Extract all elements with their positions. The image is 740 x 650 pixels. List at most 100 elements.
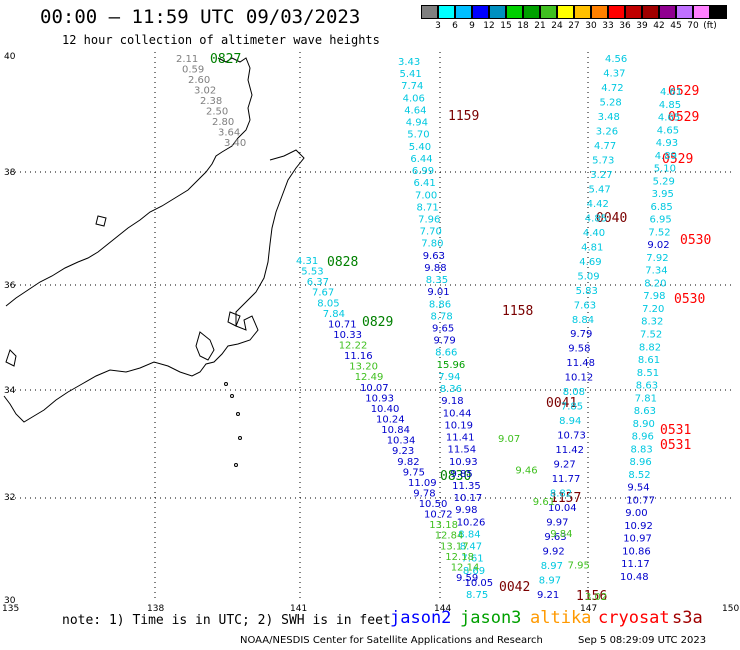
swh-value: 8.96 bbox=[632, 432, 654, 443]
swh-value: 5.83 bbox=[576, 286, 598, 297]
swh-value: 4.89 bbox=[655, 151, 677, 162]
color-scale-swatch bbox=[676, 5, 693, 19]
pass-time-label: 0830 bbox=[440, 469, 471, 484]
color-scale-label: 27 bbox=[568, 21, 580, 31]
swh-value: 4.94 bbox=[406, 118, 428, 129]
swh-value: 8.36 bbox=[440, 384, 462, 395]
swh-value: 7.61 bbox=[461, 554, 483, 565]
swh-value: 12.49 bbox=[355, 372, 384, 383]
swh-value: 3.26 bbox=[596, 126, 618, 137]
swh-value: 6.41 bbox=[414, 178, 436, 189]
swh-value: 10.97 bbox=[623, 534, 652, 545]
latitude-label: 36 bbox=[4, 281, 16, 291]
swh-value: 13.17 bbox=[440, 541, 469, 552]
swh-value: 11.77 bbox=[552, 474, 581, 485]
swh-value: 7.94 bbox=[438, 372, 460, 383]
color-scale-swatch bbox=[540, 5, 557, 19]
swh-value: 7.74 bbox=[401, 81, 423, 92]
swh-value: 11.16 bbox=[344, 351, 373, 362]
swh-value: 10.17 bbox=[454, 493, 483, 504]
swh-value: 4.31 bbox=[296, 256, 318, 267]
swh-value: 7.84 bbox=[323, 309, 345, 320]
pass-time-label: 0828 bbox=[327, 255, 358, 270]
swh-value: 4.56 bbox=[605, 54, 627, 65]
swh-value: 9.02 bbox=[647, 240, 669, 251]
units-note: note: 1) Time is in UTC; 2) SWH is in fe… bbox=[62, 613, 391, 628]
swh-value: 3.64 bbox=[218, 128, 240, 139]
boso-peninsula bbox=[227, 311, 241, 327]
swh-value: 10.72 bbox=[424, 510, 453, 521]
swh-value: 3.02 bbox=[585, 592, 607, 603]
swh-value: 11.35 bbox=[452, 481, 481, 492]
color-scale-label: 21 bbox=[534, 21, 546, 31]
swh-value: 3.02 bbox=[194, 86, 216, 97]
swh-value: 4.65 bbox=[657, 125, 679, 136]
color-scale-label: (ft) bbox=[703, 21, 717, 31]
swh-value: 8.20 bbox=[644, 278, 666, 289]
islet-izu-4 bbox=[238, 436, 242, 440]
swh-value: 10.05 bbox=[465, 578, 494, 589]
swh-value: 4.42 bbox=[587, 199, 609, 210]
pass-time-label: 1157 bbox=[550, 491, 581, 506]
swh-value: 8.82 bbox=[550, 489, 572, 500]
swh-value: 8.75 bbox=[466, 590, 488, 601]
swh-value: 9.01 bbox=[427, 287, 449, 298]
color-scale-swatch bbox=[523, 5, 540, 19]
pass-time-label: 0529 bbox=[668, 110, 699, 125]
color-scale-swatch bbox=[557, 5, 574, 19]
color-scale-label: 6 bbox=[452, 21, 458, 31]
pass-time-label: 0829 bbox=[362, 315, 393, 330]
color-scale-label: 18 bbox=[517, 21, 529, 31]
map-subtitle: 12 hour collection of altimeter wave hei… bbox=[62, 33, 380, 47]
swh-value: 9.07 bbox=[498, 434, 520, 445]
pass-time-label: 1159 bbox=[448, 109, 479, 124]
swh-value: 8.82 bbox=[639, 342, 661, 353]
color-scale-swatch bbox=[574, 5, 591, 19]
swh-value: 9.27 bbox=[554, 460, 576, 471]
swh-value: 7.20 bbox=[642, 304, 664, 315]
swh-value: 10.71 bbox=[328, 319, 357, 330]
color-scale-label: 45 bbox=[670, 21, 682, 31]
swh-value: 8.97 bbox=[539, 576, 561, 587]
swh-value: 10.04 bbox=[548, 503, 577, 514]
swh-value: 8.05 bbox=[317, 298, 339, 309]
longitude-label: 135 bbox=[2, 604, 19, 614]
pass-time-label: 0529 bbox=[668, 84, 699, 99]
swh-value: 9.61 bbox=[533, 497, 555, 508]
swh-value: 8.71 bbox=[417, 202, 439, 213]
swh-value: 8.63 bbox=[634, 406, 656, 417]
swh-value: 6.85 bbox=[651, 202, 673, 213]
swh-value: 4.85 bbox=[659, 100, 681, 111]
color-scale-swatch bbox=[472, 5, 489, 19]
color-scale-swatch bbox=[455, 5, 472, 19]
latitude-label: 34 bbox=[4, 386, 16, 396]
swh-value: 7.92 bbox=[646, 253, 668, 264]
swh-value: 15.96 bbox=[437, 360, 466, 371]
swh-value: 9.82 bbox=[397, 457, 419, 468]
pass-time-label: 0531 bbox=[660, 438, 691, 453]
swh-value: 7.52 bbox=[648, 227, 670, 238]
swh-value: 5.41 bbox=[400, 69, 422, 80]
swh-value: 10.48 bbox=[620, 572, 649, 583]
swh-value: 9.85 bbox=[451, 469, 473, 480]
swh-value: 6.95 bbox=[650, 215, 672, 226]
graticule bbox=[10, 52, 735, 602]
swh-value: 10.12 bbox=[565, 373, 594, 384]
swh-value: 9.18 bbox=[441, 396, 463, 407]
islet-izu-5 bbox=[234, 463, 238, 467]
swh-value-labels: 2.110.592.603.022.382.502.803.643.403.43… bbox=[176, 54, 682, 603]
swh-value: 4.69 bbox=[579, 257, 601, 268]
swh-value: 10.34 bbox=[387, 436, 416, 447]
swh-value: 8.61 bbox=[638, 355, 660, 366]
swh-value: 11.48 bbox=[566, 358, 595, 369]
swh-value: 12.18 bbox=[445, 552, 474, 563]
swh-value: 7.80 bbox=[421, 239, 443, 250]
swh-value: 3.95 bbox=[652, 189, 674, 200]
swh-value: 10.26 bbox=[457, 517, 486, 528]
swh-value: 8.86 bbox=[429, 299, 451, 310]
color-scale-label: 30 bbox=[585, 21, 597, 31]
pass-time-label: 0042 bbox=[499, 580, 530, 595]
color-scale-label: 12 bbox=[483, 21, 495, 31]
swh-value: 8.84 bbox=[572, 315, 594, 326]
